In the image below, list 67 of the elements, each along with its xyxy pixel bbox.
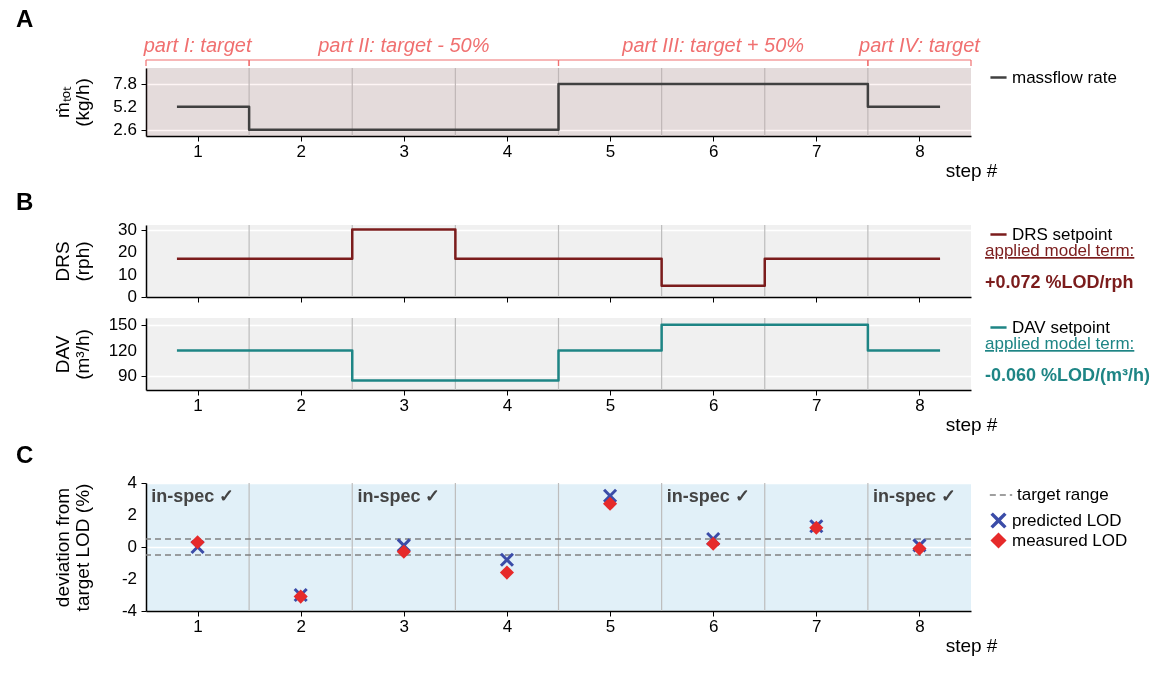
x-tick-label: 5 (605, 395, 616, 415)
x-tick-label: 2 (296, 395, 306, 415)
legend-label: predicted LOD (1012, 510, 1122, 530)
x-tick-label: 8 (915, 395, 925, 415)
x-tick-label: 8 (915, 616, 925, 636)
x-tick-label: 6 (708, 616, 719, 636)
y-tick-label: 120 (108, 340, 137, 360)
text: -0.060 %LOD/(m³/h) (985, 365, 1151, 385)
x-tick-label: 4 (502, 141, 513, 161)
y-tick-label: 90 (118, 366, 137, 386)
chart-title: A (16, 5, 34, 32)
band-label: part II: target - 50% (317, 34, 490, 56)
legend-label: target range (1017, 485, 1109, 504)
y-axis-title: DRS (rph) (52, 241, 93, 282)
x-tick-label: 2 (296, 616, 306, 636)
y-axis-title: DAV (m³/h) (52, 329, 93, 380)
x-tick-label: 1 (193, 141, 203, 161)
annotation: in-spec ✓ (151, 486, 235, 506)
y-tick-label: 0 (127, 287, 137, 306)
annotation: in-spec ✓ (666, 486, 750, 506)
y-tick-label: 20 (118, 242, 137, 261)
x-tick-label: 7 (812, 395, 822, 415)
legend-label: DAV setpoint (1012, 317, 1111, 337)
legend-label: measured LOD (1012, 530, 1128, 550)
chart-title: B (16, 187, 34, 215)
band-label: part III: target + 50% (621, 34, 805, 56)
legend-label: massflow rate (1012, 67, 1117, 87)
x-tick-label: 6 (708, 141, 719, 161)
x-tick-label: 7 (812, 141, 822, 161)
band-label: part I: target (142, 34, 253, 56)
x-tick-label: 5 (605, 141, 616, 161)
text: applied model term: (985, 241, 1135, 260)
x-tick-label: 5 (605, 616, 616, 636)
x-tick-label: 4 (502, 616, 513, 636)
text: applied model term: (985, 334, 1135, 353)
x-axis-title: step # (945, 413, 998, 435)
y-tick-label: 150 (108, 314, 137, 334)
y-tick-label: 10 (118, 264, 137, 284)
x-tick-label: 4 (502, 395, 513, 415)
chart-title: C (16, 441, 34, 468)
x-axis-title: step # (945, 159, 998, 181)
y-tick-label: -2 (121, 569, 137, 588)
y-axis-title: ṁₜₒₜ (kg/h) (52, 78, 93, 127)
annotation: in-spec ✓ (873, 486, 957, 506)
x-tick-label: 3 (399, 141, 410, 161)
x-tick-label: 3 (399, 395, 410, 415)
x-axis-title: step # (945, 634, 998, 656)
x-tick-label: 1 (193, 616, 203, 636)
y-tick-label: 7.8 (113, 73, 137, 93)
y-tick-label: 2.6 (113, 119, 137, 139)
y-tick-label: 0 (127, 537, 137, 556)
x-tick-label: 2 (296, 141, 306, 161)
x-tick-label: 1 (193, 395, 203, 415)
y-axis-title: deviation from target LOD (%) (52, 483, 93, 612)
x-tick-label: 7 (812, 616, 822, 636)
x-tick-label: 3 (399, 616, 410, 636)
x-tick-label: 8 (915, 141, 925, 161)
band-label: part IV: target (858, 34, 982, 56)
y-tick-label: 30 (118, 219, 137, 239)
text: +0.072 %LOD/rph (985, 272, 1134, 292)
y-tick-label: 4 (127, 473, 137, 492)
annotation: in-spec ✓ (357, 486, 441, 506)
legend-label: DRS setpoint (1012, 224, 1113, 244)
x-tick-label: 6 (708, 395, 719, 415)
y-tick-label: 2 (127, 505, 137, 524)
y-tick-label: -4 (121, 601, 137, 620)
y-tick-label: 5.2 (113, 96, 137, 116)
